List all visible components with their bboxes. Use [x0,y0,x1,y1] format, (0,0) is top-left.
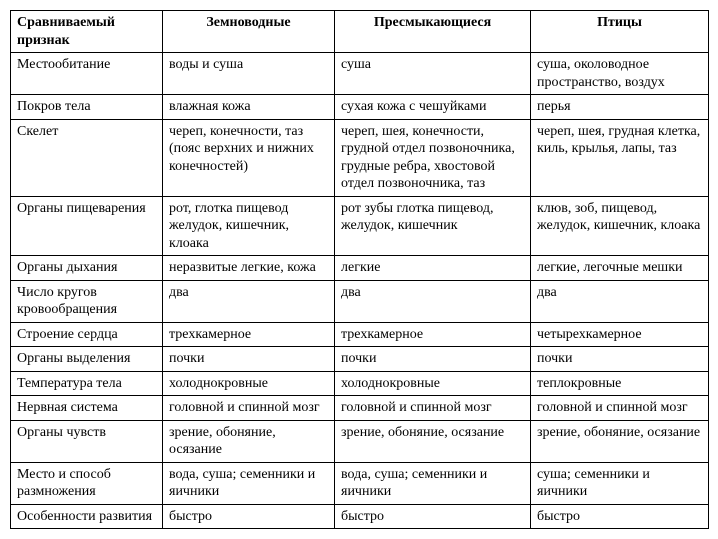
data-cell: зрение, обоняние, осязание [335,420,531,462]
data-cell: зрение, обоняние, осязание [163,420,335,462]
table-row: Число кругов кровообращениядвадвадва [11,280,709,322]
data-cell: быстро [531,504,709,529]
table-row: Место и способ размножениявода, суша; се… [11,462,709,504]
feature-cell: Скелет [11,119,163,196]
data-cell: перья [531,95,709,120]
data-cell: теплокровные [531,371,709,396]
feature-cell: Число кругов кровообращения [11,280,163,322]
data-cell: трехкамерное [163,322,335,347]
data-cell: череп, шея, конечности, грудной отдел по… [335,119,531,196]
data-cell: легкие [335,256,531,281]
data-cell: почки [531,347,709,372]
data-cell: сухая кожа с чешуйками [335,95,531,120]
table-row: Скелетчереп, конечности, таз (пояс верхн… [11,119,709,196]
table-row: Покров телавлажная кожасухая кожа с чешу… [11,95,709,120]
data-cell: головной и спинной мозг [335,396,531,421]
feature-cell: Органы чувств [11,420,163,462]
data-cell: рот, глотка пищевод желудок, кишечник, к… [163,196,335,256]
data-cell: череп, конечности, таз (пояс верхних и н… [163,119,335,196]
data-cell: трехкамерное [335,322,531,347]
table-row: Органы чувствзрение, обоняние, осязаниез… [11,420,709,462]
data-cell: неразвитые легкие, кожа [163,256,335,281]
feature-cell: Нервная система [11,396,163,421]
data-cell: холоднокровные [335,371,531,396]
data-cell: вода, суша; семенники и яичники [335,462,531,504]
header-feature: Сравниваемый признак [11,11,163,53]
data-cell: суша, околоводное пространство, воздух [531,53,709,95]
data-cell: рот зубы глотка пищевод, желудок, кишечн… [335,196,531,256]
header-col-amphibians: Земноводные [163,11,335,53]
feature-cell: Место и способ размножения [11,462,163,504]
comparison-table: Сравниваемый признак Земноводные Пресмык… [10,10,709,529]
data-cell: череп, шея, грудная клетка, киль, крылья… [531,119,709,196]
table-row: Особенности развитиябыстробыстробыстро [11,504,709,529]
data-cell: почки [163,347,335,372]
table-row: Местообитаниеводы и сушасушасуша, околов… [11,53,709,95]
data-cell: два [531,280,709,322]
data-cell: легкие, легочные мешки [531,256,709,281]
data-cell: зрение, обоняние, осязание [531,420,709,462]
data-cell: холоднокровные [163,371,335,396]
header-col-birds: Птицы [531,11,709,53]
feature-cell: Особенности развития [11,504,163,529]
data-cell: головной и спинной мозг [531,396,709,421]
data-cell: быстро [335,504,531,529]
data-cell: четырехкамерное [531,322,709,347]
feature-cell: Органы пищеварения [11,196,163,256]
data-cell: вода, суша; семенники и яичники [163,462,335,504]
data-cell: влажная кожа [163,95,335,120]
table-header: Сравниваемый признак Земноводные Пресмык… [11,11,709,53]
table-row: Строение сердцатрехкамерноетрехкамерноеч… [11,322,709,347]
data-cell: головной и спинной мозг [163,396,335,421]
table-row: Органы дыханиянеразвитые легкие, кожалег… [11,256,709,281]
data-cell: два [163,280,335,322]
data-cell: суша [335,53,531,95]
feature-cell: Органы дыхания [11,256,163,281]
data-cell: два [335,280,531,322]
table-row: Нервная системаголовной и спинной мозгго… [11,396,709,421]
feature-cell: Местообитание [11,53,163,95]
feature-cell: Органы выделения [11,347,163,372]
data-cell: быстро [163,504,335,529]
table-body: Местообитаниеводы и сушасушасуша, околов… [11,53,709,529]
table-row: Температура телахолоднокровныехолоднокро… [11,371,709,396]
data-cell: воды и суша [163,53,335,95]
header-col-reptiles: Пресмыкающиеся [335,11,531,53]
data-cell: суша; семенники и яичники [531,462,709,504]
data-cell: клюв, зоб, пищевод, желудок, кишечник, к… [531,196,709,256]
feature-cell: Температура тела [11,371,163,396]
table-row: Органы пищеварениярот, глотка пищевод же… [11,196,709,256]
feature-cell: Покров тела [11,95,163,120]
table-row: Органы выделенияпочкипочкипочки [11,347,709,372]
data-cell: почки [335,347,531,372]
feature-cell: Строение сердца [11,322,163,347]
